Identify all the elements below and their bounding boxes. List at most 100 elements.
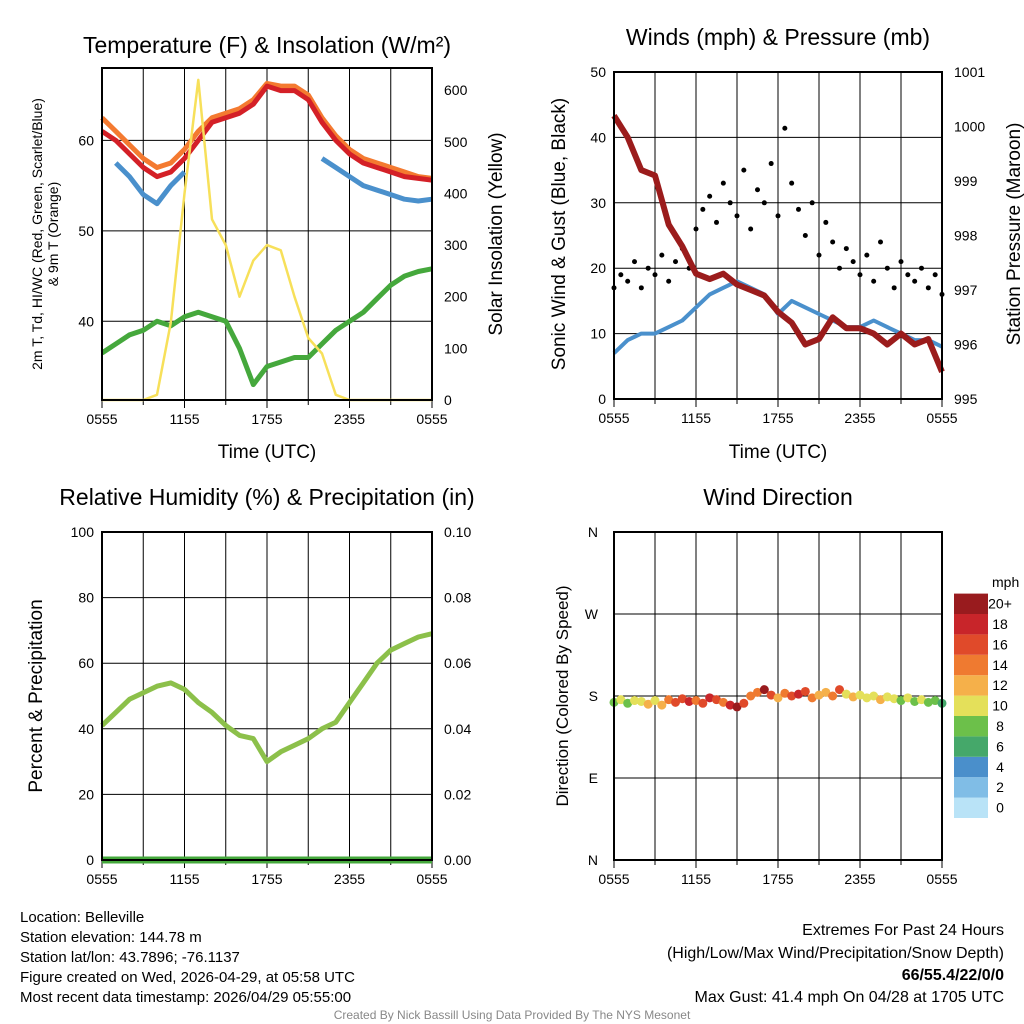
credit: Created By Nick Bassill Using Data Provi… (334, 1008, 691, 1022)
wind-direction-point (787, 691, 797, 701)
gust-point (720, 180, 726, 186)
series-td (100, 266, 433, 388)
extremes-title: Extremes For Past 24 Hours (802, 922, 1004, 939)
y-tick-label: S (589, 688, 598, 704)
y-tick-label: 0 (86, 852, 94, 868)
wind-direction-point (828, 691, 838, 701)
y-tick-label: 60 (78, 132, 94, 148)
x-tick-label: 0555 (926, 410, 957, 426)
wind-direction-point (691, 696, 701, 706)
series-hi-wc (114, 156, 433, 207)
y-right-tick-label: 996 (954, 337, 978, 353)
wind-direction-point (643, 699, 653, 709)
y-tick-label: 60 (78, 655, 94, 671)
gust-point (666, 278, 672, 284)
plot-border (101, 67, 433, 401)
y-right-tick-label: 400 (444, 185, 468, 201)
x-tick-label: 0555 (926, 871, 957, 887)
x-tick-label: 0555 (86, 411, 117, 427)
gust-point (919, 265, 924, 271)
y-right-tick-label: 997 (954, 282, 978, 298)
gust-point (734, 213, 740, 219)
wind-direction-point (814, 690, 824, 700)
x-tick-label: 2355 (844, 410, 875, 426)
wind-direction-point (671, 697, 680, 707)
winddir-ylabel: Direction (Colored By Speed) (553, 585, 572, 806)
colorbar-label: 10 (992, 698, 1008, 714)
y-tick-label: 20 (78, 786, 94, 802)
colorbar-label: 8 (996, 718, 1004, 734)
x-tick-label: 2355 (844, 871, 875, 887)
x-tick-label: 0555 (416, 871, 447, 887)
wind-direction-point (903, 693, 913, 703)
rh-chart-title: Relative Humidity (%) & Precipitation (i… (59, 484, 474, 510)
gust-point (645, 265, 651, 271)
y-tick-label: 20 (590, 260, 606, 276)
y-right-tick-label: 0.02 (444, 786, 471, 802)
colorbar-label: 6 (996, 738, 1004, 754)
wind-direction-point (869, 691, 879, 701)
series-9m-t (100, 80, 433, 181)
wind-direction-point (910, 696, 920, 706)
wind-direction-point (753, 687, 762, 697)
gust-point (638, 285, 644, 291)
colorbar-swatch (954, 716, 988, 737)
gust-point (891, 285, 897, 291)
wind-direction-point (616, 695, 626, 705)
y-tick-label: N (588, 852, 598, 868)
y-tick-label: W (585, 606, 599, 622)
series-station-pressure (611, 114, 945, 373)
colorbar-label: 14 (992, 657, 1008, 673)
colorbar-label: 2 (996, 779, 1004, 795)
gust-point (632, 259, 637, 265)
x-tick-label: 0555 (416, 411, 447, 427)
wind-direction-point (677, 694, 687, 704)
wind-direction-point (759, 685, 769, 695)
y-right-tick-label: 200 (444, 289, 468, 305)
wind-direction-point (896, 696, 906, 706)
y-tick-label: 50 (590, 64, 606, 80)
winddir-chart-title: Wind Direction (703, 484, 853, 510)
x-tick-label: 0555 (86, 871, 117, 887)
x-tick-label: 0555 (598, 871, 629, 887)
colorbar-swatch (954, 654, 988, 676)
colorbar-label: 4 (996, 759, 1004, 775)
gust-point (618, 272, 624, 278)
wind-direction-point (630, 696, 639, 706)
wind-direction-point (636, 696, 646, 706)
colorbar-swatch (954, 756, 988, 778)
wind-direction-point (923, 697, 933, 707)
wind-direction-point (876, 695, 885, 705)
y-right-tick-label: 0.00 (444, 852, 471, 868)
gust-point (625, 278, 631, 284)
gust-point (796, 206, 801, 212)
wind-direction-point (773, 693, 783, 703)
colorbar-label: 20+ (988, 596, 1012, 612)
gust-point (755, 187, 760, 193)
x-tick-label: 2355 (334, 871, 365, 887)
wind-direction-point (807, 693, 817, 703)
gust-point (871, 278, 877, 284)
x-tick-label: 1155 (169, 871, 199, 887)
y-tick-label: 0 (598, 391, 606, 407)
gust-point (741, 167, 747, 173)
wind-direction-point (698, 698, 708, 708)
y-tick-label: E (589, 770, 598, 786)
info-elevation: Station elevation: 144.78 m (20, 929, 202, 946)
wind-ylabel: Sonic Wind & Gust (Blue, Black) (549, 98, 570, 370)
wind-direction-point (650, 696, 660, 706)
wind-direction-point (684, 696, 694, 706)
wind-direction-point (848, 692, 858, 702)
wind-direction-point (800, 686, 810, 696)
y-tick-label: 50 (78, 223, 94, 239)
extremes-subtitle: (High/Low/Max Wind/Precipitation/Snow De… (667, 945, 1004, 962)
colorbar-label: 0 (996, 800, 1004, 816)
colorbar-label: 12 (992, 677, 1008, 693)
y-tick-label: 100 (71, 524, 95, 540)
x-tick-label: 2355 (334, 411, 365, 427)
x-tick-label: 1155 (169, 411, 199, 427)
colorbar-swatch (954, 736, 988, 757)
colorbar-swatch (954, 614, 988, 635)
series-relative-humidity (100, 631, 433, 765)
